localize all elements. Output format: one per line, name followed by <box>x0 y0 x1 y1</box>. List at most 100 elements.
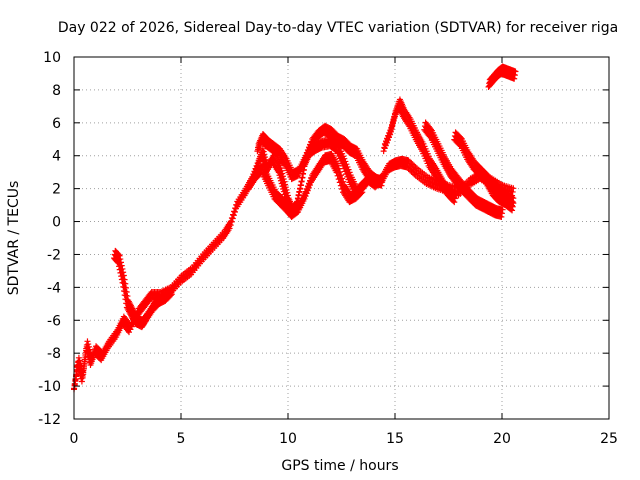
data-point <box>379 175 386 182</box>
data-point <box>512 68 519 75</box>
data-point <box>228 218 235 225</box>
data-point <box>387 131 394 138</box>
data-point <box>389 123 396 130</box>
data-point <box>340 178 347 185</box>
data-point <box>123 288 130 295</box>
y-tick-label: -4 <box>47 280 61 296</box>
data-point <box>301 195 308 202</box>
data-point <box>230 212 237 219</box>
y-tick-label: 8 <box>52 83 61 99</box>
data-point <box>169 287 176 294</box>
data-point <box>260 148 267 155</box>
data-point <box>498 213 505 220</box>
data-point <box>295 195 302 202</box>
data-point <box>360 182 367 189</box>
x-tick-label: 10 <box>279 431 297 447</box>
x-axis-label: GPS time / hours <box>281 458 398 474</box>
series-late-high <box>485 63 519 90</box>
data-point <box>119 265 126 272</box>
data-point <box>284 189 291 196</box>
data-point <box>452 191 459 198</box>
data-point <box>117 256 124 263</box>
data-point <box>282 184 289 191</box>
data-point <box>296 189 303 196</box>
data-point <box>381 145 388 152</box>
data-point <box>338 172 345 179</box>
data-point <box>383 139 390 146</box>
data-point <box>386 134 393 141</box>
x-tick-label: 20 <box>493 431 511 447</box>
data-points <box>71 63 519 393</box>
x-tick-label: 15 <box>386 431 404 447</box>
data-point <box>229 215 236 222</box>
data-point <box>303 190 310 197</box>
data-point <box>297 185 304 192</box>
data-point <box>78 363 85 370</box>
data-point <box>80 367 87 374</box>
series-peak-branch-2 <box>421 119 506 220</box>
data-point <box>123 284 130 291</box>
data-point <box>282 181 289 188</box>
series-late-branch <box>476 165 517 214</box>
data-point <box>227 222 234 229</box>
data-point <box>509 207 516 214</box>
data-point <box>277 165 284 172</box>
data-point <box>304 151 311 158</box>
data-point <box>226 225 233 232</box>
data-point <box>79 372 86 379</box>
y-tick-label: 6 <box>52 116 61 132</box>
data-point <box>121 276 128 283</box>
data-point <box>120 269 127 276</box>
data-point <box>259 145 266 152</box>
data-point <box>280 175 287 182</box>
ticks: 0 5 10 15 20 25 -12 -10 -8 -6 -4 -2 0 2 4 6 8 10 <box>38 50 618 447</box>
y-tick-label: 2 <box>52 182 61 198</box>
data-point <box>390 117 397 124</box>
y-axis-label: SDTVAR / TECUs <box>6 181 22 296</box>
data-point <box>511 72 518 79</box>
data-point <box>293 209 300 216</box>
data-point <box>499 210 505 217</box>
data-point <box>382 142 389 149</box>
series-lower-wave <box>245 150 367 220</box>
y-tick-label: -6 <box>47 313 61 329</box>
y-tick-label: -10 <box>38 379 61 395</box>
data-point <box>384 137 391 144</box>
data-point <box>302 156 309 163</box>
data-point <box>279 173 286 180</box>
data-point <box>510 185 517 192</box>
data-point <box>345 166 352 173</box>
data-point <box>337 168 344 175</box>
data-point <box>359 185 366 192</box>
data-point <box>451 199 458 206</box>
data-point <box>284 192 291 199</box>
data-point <box>262 154 269 161</box>
data-point <box>75 354 82 361</box>
data-point <box>76 357 83 364</box>
data-point <box>277 162 284 169</box>
data-point <box>118 262 125 269</box>
data-point <box>116 252 123 259</box>
data-point <box>124 293 131 300</box>
data-point <box>334 162 341 169</box>
data-point <box>81 362 88 369</box>
data-point <box>278 167 285 174</box>
data-point <box>85 341 92 348</box>
data-point <box>122 280 129 287</box>
series-upper-wave <box>254 122 386 189</box>
chart-title: Day 022 of 2026, Sidereal Day-to-day VTE… <box>58 20 618 36</box>
data-point <box>306 145 313 152</box>
data-point <box>379 179 386 186</box>
data-point <box>509 203 516 210</box>
data-point <box>120 272 127 279</box>
data-point <box>303 154 310 161</box>
data-point <box>78 378 85 385</box>
y-tick-label: 10 <box>43 50 61 66</box>
data-point <box>168 291 175 298</box>
data-point <box>346 169 353 176</box>
data-point <box>118 259 125 266</box>
data-point <box>499 206 506 213</box>
axes <box>73 56 610 420</box>
data-point <box>281 178 288 185</box>
